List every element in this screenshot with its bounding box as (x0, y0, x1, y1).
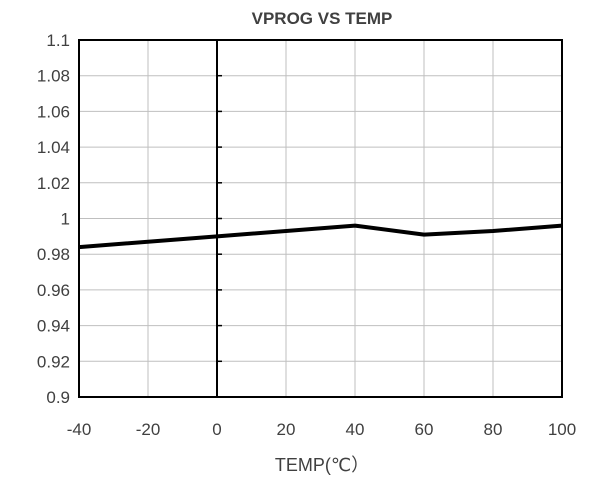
y-tick-label: 1.04 (37, 138, 70, 157)
y-axis-at-zero (216, 39, 222, 398)
y-tick-label: 0.96 (37, 281, 70, 300)
x-tick-labels: -40 -20 0 20 40 60 80 100 (67, 420, 576, 439)
series-line (78, 223, 563, 250)
y-tick-label: 1.1 (46, 31, 70, 50)
y-tick-label: 0.9 (46, 388, 70, 407)
x-tick-label: 80 (484, 420, 503, 439)
x-tick-label: -20 (136, 420, 161, 439)
x-tick-label: 20 (277, 420, 296, 439)
plot-frame (78, 39, 563, 398)
chart-title: VPROG VS TEMP (252, 9, 393, 28)
y-tick-label: 1.02 (37, 174, 70, 193)
x-tick-label: -40 (67, 420, 92, 439)
x-tick-label: 40 (346, 420, 365, 439)
series-group (78, 223, 563, 250)
x-tick-label: 0 (212, 420, 221, 439)
y-tick-label: 1.06 (37, 102, 70, 121)
y-tick-labels: 0.9 0.92 0.94 0.96 0.98 1 1.02 1.04 1.06 1.08 1.1 (37, 31, 70, 407)
y-tick-label: 0.94 (37, 317, 70, 336)
x-axis-label: TEMP(℃） (275, 455, 369, 475)
y-tick-label: 0.92 (37, 352, 70, 371)
y-tick-label: 1 (61, 210, 70, 229)
grid (78, 39, 563, 398)
y-tick-label: 1.08 (37, 67, 70, 86)
x-tick-label: 60 (415, 420, 434, 439)
x-tick-label: 100 (548, 420, 576, 439)
y-tick-label: 0.98 (37, 245, 70, 264)
